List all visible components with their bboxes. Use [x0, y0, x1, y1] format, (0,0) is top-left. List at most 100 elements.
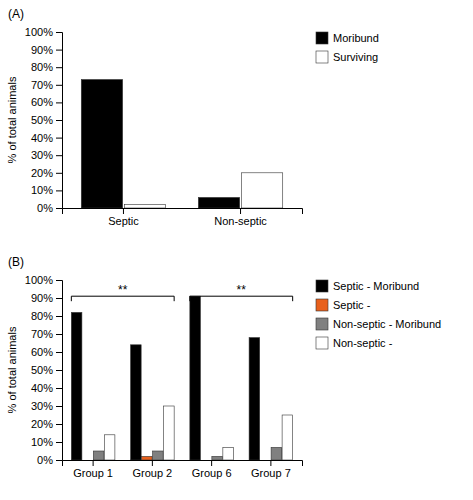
legend-label: Septic - Moribund	[333, 280, 419, 292]
bar	[249, 338, 260, 460]
chart-svg: 0%10%20%30%40%50%60%70%80%90%100%SepticN…	[0, 0, 473, 500]
bar	[104, 435, 115, 460]
y-axis-title: % of total animals	[6, 76, 18, 163]
y-tick: 100%	[25, 26, 62, 38]
y-tick: 40%	[31, 382, 62, 394]
bar	[198, 197, 239, 208]
y-tick-mark	[56, 208, 62, 209]
x-tick: Group 7	[251, 460, 291, 479]
panel-label: (A)	[8, 7, 24, 21]
bar	[223, 447, 234, 460]
y-tick-label: 10%	[31, 184, 53, 196]
y-tick-mark	[56, 424, 62, 425]
axis-line	[56, 33, 63, 209]
x-tick: Group 1	[73, 460, 113, 479]
bar	[142, 456, 153, 460]
y-tick-mark	[56, 102, 62, 103]
axis-line	[56, 281, 63, 461]
y-tick: 50%	[31, 114, 62, 126]
x-tick-mark	[240, 208, 241, 214]
legend-label: Non-septic -	[333, 337, 393, 349]
y-tick: 50%	[31, 364, 62, 376]
y-tick: 80%	[31, 310, 62, 322]
legend-item: Moribund	[316, 32, 379, 44]
bar-series	[81, 80, 239, 208]
y-tick-label: 80%	[31, 310, 53, 322]
y-tick-label: 30%	[31, 400, 53, 412]
y-tick-mark	[56, 280, 62, 281]
y-tick: 10%	[31, 436, 62, 448]
bar	[260, 460, 271, 461]
y-tick: 60%	[31, 346, 62, 358]
y-tick-label: 90%	[31, 44, 53, 56]
y-tick-mark	[56, 173, 62, 174]
legend-item: Non-septic - Moribund	[316, 318, 441, 330]
bar-series	[142, 456, 153, 460]
x-tick: Septic	[108, 208, 139, 227]
y-tick-mark	[56, 298, 62, 299]
y-tick-label: 60%	[31, 346, 53, 358]
legend-swatch	[316, 280, 328, 292]
y-tick: 60%	[31, 96, 62, 108]
y-tick: 90%	[31, 44, 62, 56]
y-tick: 30%	[31, 149, 62, 161]
bar	[131, 345, 142, 460]
bar	[93, 451, 104, 460]
x-tick-mark	[270, 460, 271, 466]
y-tick-label: 20%	[31, 418, 53, 430]
bar	[271, 447, 282, 460]
y-tick-mark	[56, 67, 62, 68]
y-tick: 10%	[31, 184, 62, 196]
legend-label: Surviving	[333, 51, 378, 63]
legend-swatch	[316, 337, 328, 349]
x-axis: SepticNon-septic	[63, 208, 303, 227]
x-tick: Group 6	[192, 460, 232, 479]
bar	[190, 296, 201, 460]
bar-series	[71, 296, 259, 460]
legend: Septic - Moribund Septic - Non-septic - Mo…	[316, 280, 441, 349]
x-tick-label: Group 1	[73, 467, 113, 479]
legend-label: Moribund	[333, 32, 379, 44]
legend-item: Septic - Moribund	[316, 280, 419, 292]
y-tick: 40%	[31, 132, 62, 144]
legend-item: Non-septic -	[316, 337, 393, 349]
bar	[201, 460, 212, 461]
y-tick-label: 30%	[31, 149, 53, 161]
x-tick-label: Group 7	[251, 467, 291, 479]
bar-series	[104, 406, 292, 460]
y-axis-title: % of total animals	[6, 326, 18, 413]
legend-swatch	[316, 32, 328, 44]
bar	[153, 451, 164, 460]
y-tick-label: 70%	[31, 328, 53, 340]
y-tick-mark	[56, 316, 62, 317]
y-tick-mark	[56, 370, 62, 371]
y-tick: 70%	[31, 79, 62, 91]
y-tick: 30%	[31, 400, 62, 412]
y-tick: 80%	[31, 61, 62, 73]
legend-swatch	[316, 318, 328, 330]
y-tick-label: 20%	[31, 167, 53, 179]
panel: 0%10%20%30%40%50%60%70%80%90%100%Group 1…	[6, 274, 441, 479]
x-tick: Group 2	[132, 460, 172, 479]
y-tick: 70%	[31, 328, 62, 340]
y-tick-mark	[56, 50, 62, 51]
axis-line	[63, 461, 303, 467]
bar	[241, 173, 282, 208]
y-tick-mark	[56, 138, 62, 139]
y-tick-mark	[56, 155, 62, 156]
axis-line	[63, 209, 303, 215]
y-tick-mark	[56, 442, 62, 443]
y-axis: 0%10%20%30%40%50%60%70%80%90%100%	[25, 274, 63, 466]
x-tick-mark	[123, 208, 124, 214]
legend-label: Septic -	[333, 299, 371, 311]
y-tick-mark	[56, 352, 62, 353]
chart-container: 0%10%20%30%40%50%60%70%80%90%100%SepticN…	[0, 0, 473, 500]
bar	[71, 312, 82, 460]
bars	[71, 296, 292, 460]
y-tick: 90%	[31, 292, 62, 304]
y-tick-label: 90%	[31, 292, 53, 304]
y-tick-label: 40%	[31, 382, 53, 394]
x-axis: Group 1 Group 2 Group 6 Group 7	[63, 460, 303, 479]
y-tick-mark	[56, 120, 62, 121]
bar	[282, 415, 293, 460]
